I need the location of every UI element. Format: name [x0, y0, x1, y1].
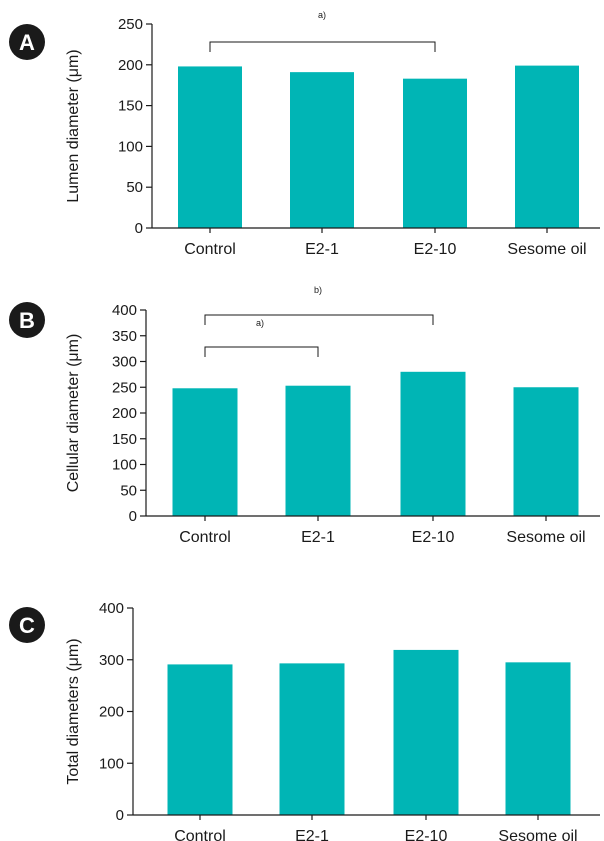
x-tick-label: Control [174, 828, 226, 841]
panel-badge-a: A [9, 24, 45, 60]
x-tick-label: Control [179, 529, 231, 546]
x-tick-label: E2-10 [414, 241, 457, 258]
significance-label: a) [256, 318, 264, 328]
bar-e2-1 [290, 72, 354, 228]
y-tick-label: 50 [120, 482, 137, 499]
panel-badge-circle [9, 24, 45, 60]
x-tick-label: Sesome oil [498, 828, 577, 841]
y-tick-label: 250 [118, 16, 143, 33]
panel-badge-b: B [9, 302, 45, 338]
y-tick-label: 150 [118, 98, 143, 115]
x-tick-label: E2-1 [305, 241, 339, 258]
y-tick-label: 0 [129, 508, 137, 525]
significance-label: b) [314, 285, 322, 295]
y-tick-label: 150 [112, 431, 137, 448]
x-tick-label: E2-10 [412, 529, 455, 546]
y-tick-label: 100 [118, 138, 143, 155]
panel-badge-letter: B [19, 308, 35, 333]
chart-panel-b: B 0 50 100 150 200 250 300 350 400 Control E2-1 E2-1… [9, 285, 600, 546]
bar-control [178, 66, 242, 228]
y-tick-label: 400 [99, 600, 124, 617]
bar-e2-1 [285, 385, 351, 516]
bar-control [167, 664, 233, 815]
y-tick-label: 400 [112, 302, 137, 319]
y-axis-title: Lumen diameter (μm) [65, 49, 82, 202]
bar-sesome-oil [513, 387, 579, 516]
chart-panel-c: C 0 100 200 300 400 Control E2-1 E2-10 Sesome oil… [9, 600, 600, 841]
x-tick-label: E2-1 [301, 529, 335, 546]
y-axis-title: Total diameters (μm) [65, 638, 82, 784]
y-tick-label: 250 [112, 379, 137, 396]
panel-badge-circle [9, 607, 45, 643]
significance-bracket [204, 346, 319, 357]
bar-e2-10 [403, 78, 467, 228]
y-tick-label: 50 [126, 179, 143, 196]
bar-control [172, 388, 238, 516]
x-tick-label: Sesome oil [506, 529, 585, 546]
panel-badge-c: C [9, 607, 45, 643]
panel-badge-circle [9, 302, 45, 338]
x-tick-label: E2-10 [405, 828, 448, 841]
y-tick-label: 200 [118, 57, 143, 74]
bar-e2-10 [400, 371, 466, 516]
bar-e2-1 [279, 663, 345, 815]
x-tick-label: E2-1 [295, 828, 329, 841]
y-axis-title: Cellular diameter (μm) [65, 334, 82, 493]
y-tick-label: 100 [99, 755, 124, 772]
y-tick-label: 300 [112, 354, 137, 371]
y-tick-label: 200 [99, 704, 124, 721]
y-tick-label: 100 [112, 457, 137, 474]
y-tick-label: 200 [112, 405, 137, 422]
significance-bracket [209, 41, 436, 52]
x-tick-label: Sesome oil [507, 241, 586, 258]
panel-badge-letter: C [19, 613, 35, 638]
chart-panel-a: A 0 50 100 150 200 250 Control E2-1 E2-10 Sesome o… [9, 10, 600, 258]
significance-label: a) [318, 10, 326, 20]
bar-sesome-oil [505, 662, 571, 815]
bar-e2-10 [393, 649, 459, 815]
y-tick-label: 0 [116, 807, 124, 824]
x-tick-label: Control [184, 241, 236, 258]
panel-badge-letter: A [19, 30, 35, 55]
significance-bracket [204, 314, 434, 325]
bar-sesome-oil [515, 65, 579, 228]
y-tick-label: 300 [99, 652, 124, 669]
y-tick-label: 350 [112, 328, 137, 345]
y-tick-label: 0 [135, 220, 143, 237]
